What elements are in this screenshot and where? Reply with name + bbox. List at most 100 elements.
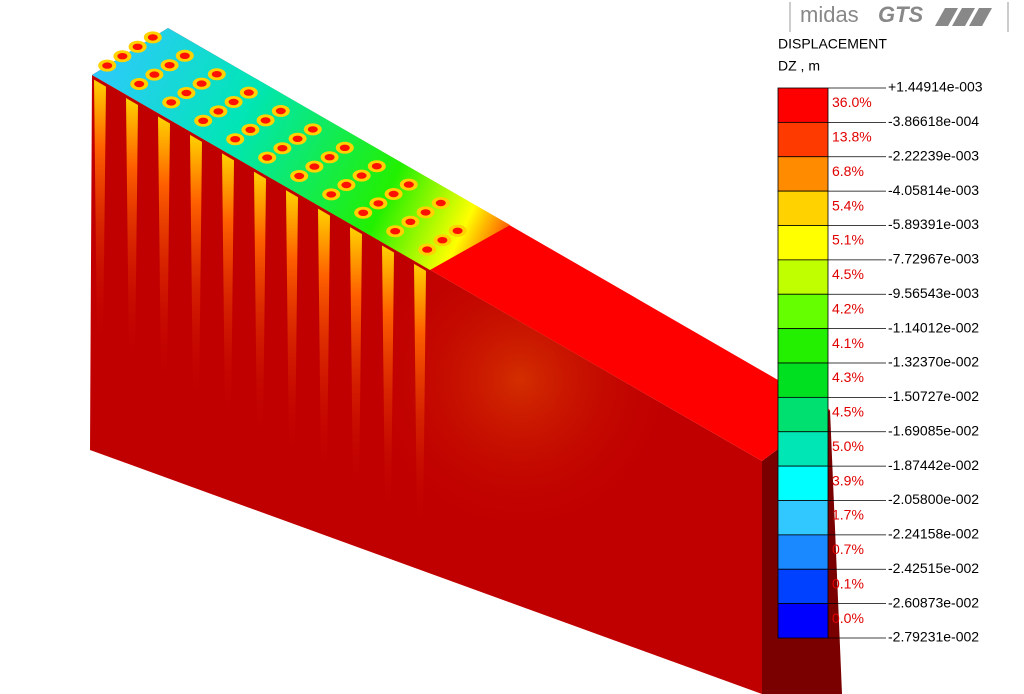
legend-level: -2.42515e-002	[888, 560, 979, 576]
legend-percent: 5.4%	[832, 197, 864, 213]
pile-head	[245, 126, 256, 133]
logo-stripe	[952, 8, 975, 26]
pile-head	[149, 71, 160, 78]
legend-band	[777, 259, 829, 295]
pile-head	[211, 71, 222, 78]
pile-head	[196, 80, 207, 87]
legend-band	[777, 87, 829, 123]
pile	[158, 116, 170, 387]
legend-level: -2.22239e-003	[888, 147, 979, 163]
model	[90, 28, 842, 694]
legend-level: -5.89391e-003	[888, 216, 979, 232]
logo-product: GTS	[878, 2, 924, 27]
legend-level: -3.86618e-004	[888, 113, 979, 129]
pile	[414, 263, 426, 534]
pile-head	[134, 80, 145, 88]
legend-percent: 4.2%	[832, 300, 864, 316]
pile-head	[452, 227, 463, 234]
pile-head	[262, 154, 273, 161]
pile-head	[403, 181, 414, 188]
legend-level: -1.14012e-002	[888, 319, 979, 335]
legend-level: -1.32370e-002	[888, 354, 979, 370]
legend-percent: 13.8%	[832, 129, 872, 145]
pile	[222, 153, 234, 424]
legend-level: -2.24158e-002	[888, 526, 979, 542]
legend-percent: 0.7%	[832, 541, 864, 557]
legend-band	[777, 190, 829, 226]
legend-percent: 3.9%	[832, 472, 864, 488]
pile-head	[371, 163, 382, 170]
pile-head	[390, 228, 401, 235]
legend-level: -2.79231e-002	[888, 629, 979, 645]
legend-percent: 5.1%	[832, 232, 864, 248]
pile-heads	[98, 31, 467, 256]
pile-head	[294, 172, 305, 180]
pile	[286, 190, 298, 461]
pile-head	[275, 107, 286, 115]
legend-percent: 4.5%	[832, 404, 864, 420]
legend-band	[777, 225, 829, 261]
pile-head	[309, 163, 320, 170]
legend-percent: 4.3%	[832, 369, 864, 385]
pile	[254, 171, 266, 442]
legend-band	[777, 603, 829, 639]
legend-percent: 1.7%	[832, 507, 864, 523]
pile-head	[243, 89, 254, 96]
pile-head	[277, 145, 288, 152]
pile-head	[147, 34, 158, 41]
pile-head	[164, 61, 175, 69]
legend-band	[777, 293, 829, 330]
legend-band	[777, 568, 829, 605]
legend-level: +1.44914e-003	[888, 79, 983, 95]
pile-head	[260, 117, 271, 124]
legend-percent: 6.8%	[832, 163, 864, 179]
pile-head	[435, 199, 446, 207]
legend-level: -1.69085e-002	[888, 422, 979, 438]
pile-head	[117, 53, 128, 60]
legend-band	[777, 534, 829, 570]
pile-head	[358, 209, 369, 216]
pile	[382, 245, 394, 516]
pile-head	[405, 218, 416, 225]
pile-head	[422, 246, 433, 253]
legend-band	[777, 465, 829, 501]
legend-percent: 36.0%	[832, 94, 872, 110]
legend-band	[777, 500, 829, 536]
pile-head	[228, 98, 239, 106]
pile-head	[213, 108, 224, 115]
legend-band	[777, 431, 829, 467]
pile-head	[326, 191, 337, 198]
pile-head	[356, 172, 367, 179]
legend-percent: 5.0%	[832, 438, 864, 454]
legend-percent: 4.1%	[832, 335, 864, 351]
pile-head	[339, 144, 350, 151]
pile	[190, 134, 202, 405]
legend-title: DISPLACEMENT	[778, 36, 887, 52]
legend-band	[777, 156, 829, 192]
legend-band	[777, 328, 829, 364]
pile-head	[307, 126, 318, 133]
legend-level: -2.05800e-002	[888, 491, 979, 507]
pile-head	[437, 237, 448, 244]
pile-head	[179, 52, 190, 59]
pile-head	[292, 135, 303, 142]
legend-percent: 0.0%	[832, 610, 864, 626]
pile	[94, 79, 106, 350]
logo-stripe	[969, 8, 992, 26]
legend-percent: 4.5%	[832, 266, 864, 282]
logo-stripe	[935, 8, 958, 26]
legend-level: -4.05814e-003	[888, 182, 979, 198]
pile-head	[198, 117, 209, 125]
pile-head	[388, 190, 399, 198]
pile-head	[324, 154, 335, 161]
legend-band	[777, 362, 829, 398]
legend-level: -9.56543e-003	[888, 285, 979, 301]
pile-head	[181, 89, 192, 97]
legend-level: -1.50727e-002	[888, 388, 979, 404]
legend-band	[777, 121, 829, 158]
legend-level: -2.60873e-002	[888, 594, 979, 610]
pile-head	[420, 209, 431, 216]
pile-head	[102, 62, 113, 69]
legend-band	[777, 396, 829, 433]
